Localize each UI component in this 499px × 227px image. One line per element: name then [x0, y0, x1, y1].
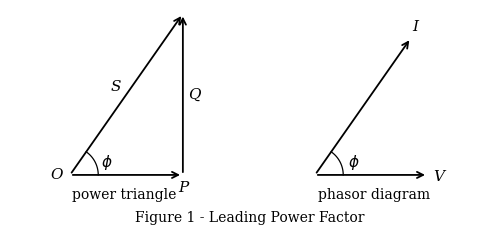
- Text: S: S: [111, 80, 122, 94]
- Text: $\phi$: $\phi$: [348, 153, 359, 172]
- Text: Figure 1 - Leading Power Factor: Figure 1 - Leading Power Factor: [135, 211, 364, 225]
- Text: $\phi$: $\phi$: [101, 153, 113, 172]
- Text: I: I: [413, 20, 419, 34]
- Text: V: V: [434, 170, 445, 184]
- Text: P: P: [178, 181, 188, 195]
- Text: O: O: [50, 168, 63, 182]
- Text: phasor diagram: phasor diagram: [318, 188, 430, 202]
- Text: Q: Q: [188, 87, 201, 101]
- Text: power triangle: power triangle: [72, 188, 176, 202]
